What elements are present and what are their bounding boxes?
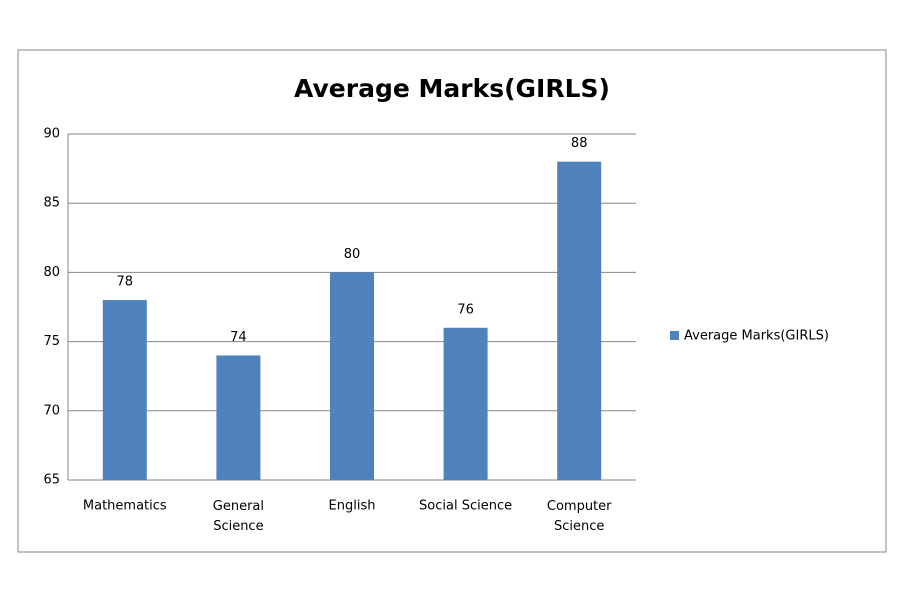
x-tick-label: Mathematics <box>83 499 167 514</box>
data-label: 76 <box>457 302 474 317</box>
bar <box>557 161 602 480</box>
x-tick-label: English <box>329 499 376 514</box>
y-tick-label: 65 <box>43 473 60 488</box>
legend-swatch <box>670 331 679 340</box>
x-tick-label: Social Science <box>419 499 512 514</box>
y-tick-label: 80 <box>43 265 60 280</box>
data-label: 74 <box>230 330 247 345</box>
y-tick-label: 85 <box>43 196 60 211</box>
y-tick-label: 75 <box>43 334 60 349</box>
bar <box>443 327 488 480</box>
bar <box>216 355 261 480</box>
data-label: 80 <box>344 247 361 262</box>
chart-title: Average Marks(GIRLS) <box>294 74 610 103</box>
legend-label: Average Marks(GIRLS) <box>684 329 829 344</box>
y-tick-label: 70 <box>43 403 60 418</box>
x-tick-label: General Science <box>213 499 264 534</box>
data-label: 78 <box>117 275 134 290</box>
bar <box>102 300 147 480</box>
y-tick-label: 90 <box>43 127 60 142</box>
bar <box>330 272 374 480</box>
data-label: 88 <box>571 136 588 151</box>
x-tick-label: Computer Science <box>547 499 612 534</box>
